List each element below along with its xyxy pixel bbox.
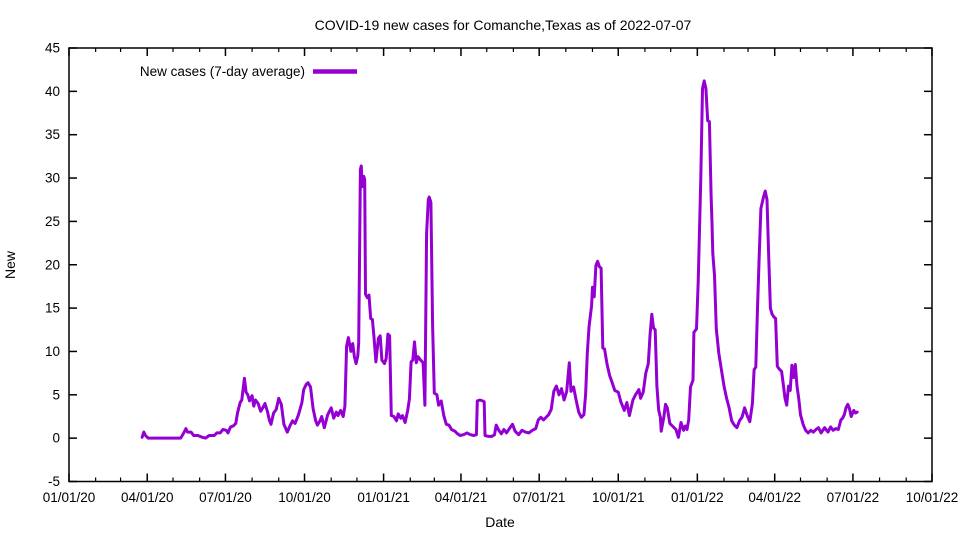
y-tick-label: 30	[45, 171, 60, 186]
x-tick-label: 10/01/22	[906, 490, 959, 505]
series-group	[140, 79, 859, 440]
x-tick-label: 10/01/20	[278, 490, 331, 505]
y-tick-label: 25	[45, 214, 60, 229]
y-axis-label: New	[2, 250, 18, 279]
y-tick-label: -5	[48, 474, 60, 489]
x-tick-label: 04/01/22	[748, 490, 801, 505]
x-tick-label: 01/01/21	[357, 490, 410, 505]
x-tick-label: 01/01/22	[671, 490, 724, 505]
y-tick-label: 40	[45, 84, 60, 99]
x-tick-label: 01/01/20	[43, 490, 96, 505]
legend: New cases (7-day average)	[140, 64, 357, 79]
x-tick-label: 04/01/20	[121, 490, 174, 505]
y-tick-label: 35	[45, 127, 60, 142]
y-tick-label: 5	[52, 387, 60, 402]
y-tick-label: 10	[45, 344, 60, 359]
x-tick-label: 07/01/22	[827, 490, 880, 505]
y-tick-label: 20	[45, 257, 60, 272]
chart-title: COVID-19 new cases for Comanche,Texas as…	[315, 17, 692, 33]
y-tick-label: 45	[45, 41, 60, 56]
x-tick-label: 07/01/21	[513, 490, 566, 505]
x-tick-label: 07/01/20	[199, 490, 252, 505]
x-tick-label: 10/01/21	[592, 490, 645, 505]
legend-label: New cases (7-day average)	[140, 64, 305, 79]
axes: -5 0 5 10 15 20 25 30 35 40 45 01/01/20 04/01/20 07/0…	[43, 41, 959, 506]
y-tick-label: 15	[45, 301, 60, 316]
plot-border	[68, 47, 933, 483]
y-tick-label: 0	[52, 431, 60, 446]
series-line	[140, 79, 859, 440]
x-tick-label: 04/01/21	[435, 490, 488, 505]
x-axis-label: Date	[485, 514, 515, 530]
